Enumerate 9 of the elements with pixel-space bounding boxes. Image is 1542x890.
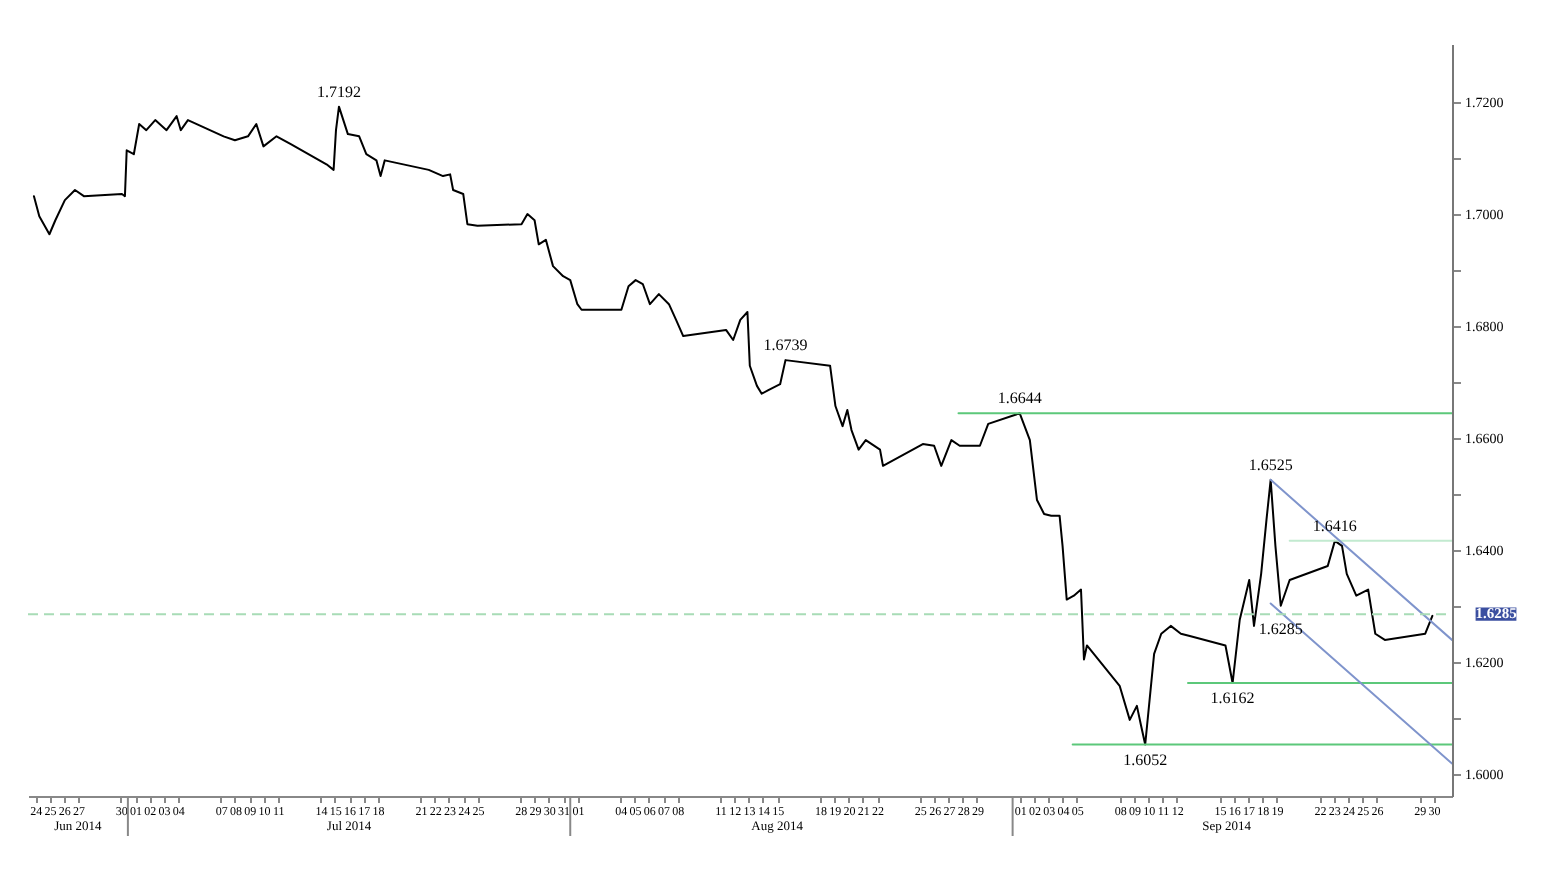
annotation: 1.6052 [1123, 750, 1168, 769]
annotation: 1.6416 [1312, 516, 1357, 535]
annotation: 1.6285 [1258, 620, 1303, 639]
line-series [32, 105, 1434, 746]
annotation: 1.6525 [1248, 455, 1293, 474]
annotation: 1.6739 [763, 336, 808, 355]
annotation: 1.6644 [997, 389, 1042, 408]
annotation: 1.7192 [316, 82, 361, 101]
annotation: 1.6162 [1210, 688, 1255, 707]
